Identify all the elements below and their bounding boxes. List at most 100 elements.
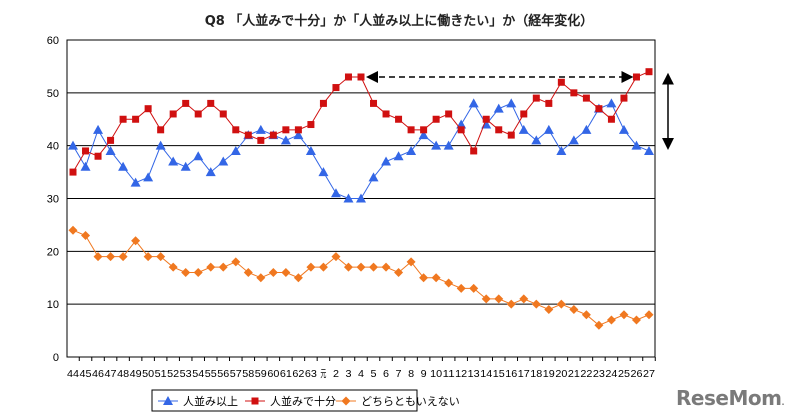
x-tick-label: 14	[480, 368, 492, 380]
square-marker	[332, 84, 340, 92]
y-tick-label: 50	[47, 88, 59, 100]
x-tick-label: 2	[333, 368, 339, 380]
square-marker	[269, 131, 277, 139]
x-tick-label: 63	[305, 368, 317, 380]
triangle-marker	[556, 145, 567, 155]
diamond-marker	[218, 262, 228, 272]
x-tick-label: 47	[105, 368, 117, 380]
diamond-marker	[306, 262, 316, 272]
triangle-marker	[318, 167, 329, 177]
x-tick-label: 50	[142, 368, 154, 380]
square-marker	[119, 115, 127, 123]
x-tick-label: 46	[92, 368, 104, 380]
x-tick-label: 23	[593, 368, 605, 380]
resemom-logo: ReseMom.	[676, 386, 784, 410]
x-tick-label: 55	[205, 368, 217, 380]
square-marker	[219, 110, 227, 118]
diamond-marker	[118, 252, 128, 262]
triangle-marker	[180, 161, 191, 171]
diamond-marker	[341, 396, 351, 406]
x-tick-label: 21	[568, 368, 580, 380]
x-tick-label: 7	[396, 368, 402, 380]
x-tick-label: 15	[493, 368, 505, 380]
x-tick-label: 56	[217, 368, 229, 380]
triangle-marker	[431, 140, 442, 150]
triangle-marker	[356, 193, 366, 203]
diamond-marker	[444, 278, 454, 288]
diamond-marker	[343, 262, 353, 272]
triangle-marker	[468, 98, 479, 108]
square-marker	[420, 126, 428, 134]
diamond-marker	[206, 262, 216, 272]
square-marker	[82, 147, 90, 155]
x-tick-label: 57	[230, 368, 242, 380]
y-tick-label: 40	[47, 141, 59, 153]
x-tick-label: 16	[505, 368, 517, 380]
x-tick-label: 4	[358, 368, 364, 380]
diamond-marker	[531, 299, 541, 309]
square-marker	[507, 131, 515, 139]
x-tick-label: 13	[468, 368, 480, 380]
diamond-marker	[506, 299, 516, 309]
square-marker	[132, 115, 140, 123]
series-line	[72, 71, 650, 173]
square-marker	[194, 110, 202, 118]
diamond-marker	[106, 252, 116, 262]
square-marker	[344, 73, 352, 81]
square-marker	[407, 126, 415, 134]
diamond-marker	[243, 267, 253, 277]
square-marker	[157, 126, 165, 134]
x-tick-label: 45	[80, 368, 92, 380]
series-1	[69, 68, 653, 176]
chart-title: Q8 「人並みで十分」か「人並み以上に働きたい」か（経年変化）	[204, 14, 594, 29]
diamond-marker	[594, 320, 604, 330]
x-tick-label: 6	[383, 368, 389, 380]
diamond-marker	[406, 257, 416, 267]
square-marker	[432, 115, 440, 123]
triangle-marker	[381, 156, 392, 166]
square-marker	[319, 99, 327, 107]
x-tick-label: 48	[117, 368, 129, 380]
diamond-marker	[168, 262, 178, 272]
x-tick-label: 20	[555, 368, 567, 380]
triangle-marker	[230, 145, 241, 155]
square-marker	[251, 397, 259, 405]
triangle-marker	[143, 172, 154, 182]
diamond-marker	[469, 283, 479, 293]
y-tick-label: 60	[47, 35, 59, 47]
square-marker	[69, 168, 77, 176]
triangle-marker	[543, 124, 554, 134]
triangle-marker	[105, 145, 116, 155]
x-tick-label: 17	[518, 368, 530, 380]
diamond-marker	[143, 252, 153, 262]
x-tick-label: 49	[130, 368, 142, 380]
legend-label: 人並みで十分	[270, 394, 336, 408]
triangle-marker	[205, 167, 216, 177]
triangle-marker	[163, 396, 173, 405]
x-tick-label: 8	[408, 368, 414, 380]
x-tick-label: 54	[192, 368, 204, 380]
triangle-marker	[280, 135, 291, 145]
square-marker	[545, 99, 553, 107]
x-tick-label: 12	[455, 368, 467, 380]
square-marker	[582, 94, 590, 102]
triangle-marker	[255, 124, 266, 134]
x-tick-label: 10	[430, 368, 442, 380]
x-tick-label: 53	[180, 368, 192, 380]
square-marker	[307, 121, 315, 129]
triangle-marker	[305, 145, 316, 155]
square-marker	[470, 147, 478, 155]
triangle-marker	[80, 161, 91, 171]
x-tick-label: 24	[605, 368, 617, 380]
triangle-marker	[68, 140, 78, 150]
diamond-marker	[606, 315, 616, 325]
x-tick-label: 58	[242, 368, 254, 380]
x-tick-label: 61	[280, 368, 292, 380]
square-marker	[282, 126, 290, 134]
square-marker	[232, 126, 240, 134]
triangle-marker	[418, 130, 429, 140]
square-marker	[169, 110, 177, 118]
diamond-marker	[481, 294, 491, 304]
x-tick-label: 11	[443, 368, 455, 380]
square-marker	[620, 94, 628, 102]
